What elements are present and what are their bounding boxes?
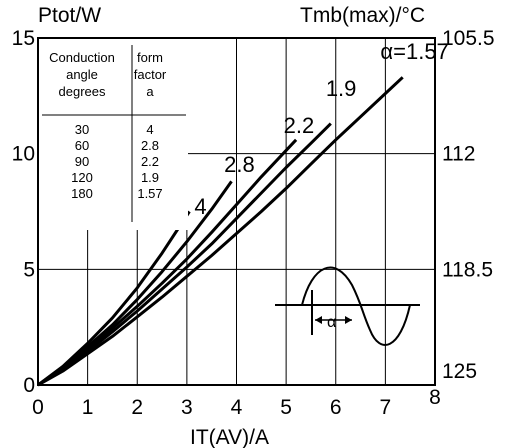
curve-1.9 — [37, 122, 332, 387]
inset-arrowhead-left — [315, 316, 322, 324]
inset-sine-wave — [301, 266, 411, 346]
curve-label: 2.8 — [224, 152, 255, 177]
table-background — [38, 38, 188, 230]
table-header-cell: factor — [134, 67, 167, 82]
curve-label: 2.2 — [284, 113, 315, 138]
y-tick-label: 5 — [23, 258, 35, 281]
table-cell: 1.9 — [141, 170, 159, 185]
left-axis-title: Ptot/W — [38, 4, 101, 27]
y-tick-label: 15 — [12, 27, 35, 50]
x-axis-title: IT(AV)/A — [190, 426, 269, 448]
table-cell: 120 — [71, 170, 93, 185]
table-cell: 2.2 — [141, 154, 159, 169]
table-header-cell: form — [137, 50, 163, 65]
table-header-cell: angle — [66, 67, 98, 82]
inset-alpha-label: α — [327, 314, 336, 331]
x-tick-label: 3 — [181, 396, 193, 419]
x-tick-label: 5 — [280, 396, 292, 419]
table-cell: 90 — [75, 154, 89, 169]
legend-table: Conduction angle degrees form factor a 30 4 60 2.… — [38, 38, 188, 230]
curve-label: 4 — [194, 194, 206, 219]
plot-frame — [37, 37, 436, 386]
x-tick-label: 4 — [231, 396, 243, 419]
tick-labels: 0 1 2 3 4 5 6 7 8 0 5 10 15 105.5 112 118.5 125 — [12, 27, 495, 419]
conduction-angle-inset: α — [275, 266, 420, 346]
y-tick-label: 0 — [23, 374, 35, 397]
inset-arrowhead-right — [345, 316, 352, 324]
table-cell: 1.57 — [137, 186, 162, 201]
curve-labels: 4 2.8 2.2 1.9 α=1.57 — [194, 39, 448, 219]
curve-2.2 — [37, 138, 298, 387]
right-axis-title: Tmb(max)/°C — [300, 4, 425, 27]
y-tick-label: 10 — [12, 143, 35, 166]
right-tick-label: 112 — [442, 143, 475, 166]
table-cell: 2.8 — [141, 138, 159, 153]
table-cell: 4 — [146, 122, 153, 137]
curves — [37, 76, 404, 387]
curve-4 — [37, 210, 191, 387]
curve-label: α=1.57 — [380, 39, 448, 64]
x-tick-label: 0 — [32, 396, 44, 419]
table-header-cell: Conduction — [49, 50, 115, 65]
x-tick-label: 7 — [380, 396, 392, 419]
table-cell: 60 — [75, 138, 89, 153]
x-tick-label: 1 — [82, 396, 94, 419]
table-header-cell: degrees — [59, 84, 106, 99]
right-tick-label: 125 — [442, 360, 477, 383]
curve-label: 1.9 — [326, 76, 357, 101]
right-tick-label: 105.5 — [442, 27, 495, 50]
right-tick-label: 118.5 — [442, 258, 493, 281]
curve-α=1.57 — [37, 76, 404, 387]
table-cell: 180 — [71, 186, 93, 201]
table-header-cell: a — [146, 84, 154, 99]
table-cell: 30 — [75, 122, 89, 137]
x-tick-label: 2 — [131, 396, 143, 419]
x-tick-label: 6 — [330, 396, 342, 419]
x-tick-label: 8 — [429, 386, 441, 409]
